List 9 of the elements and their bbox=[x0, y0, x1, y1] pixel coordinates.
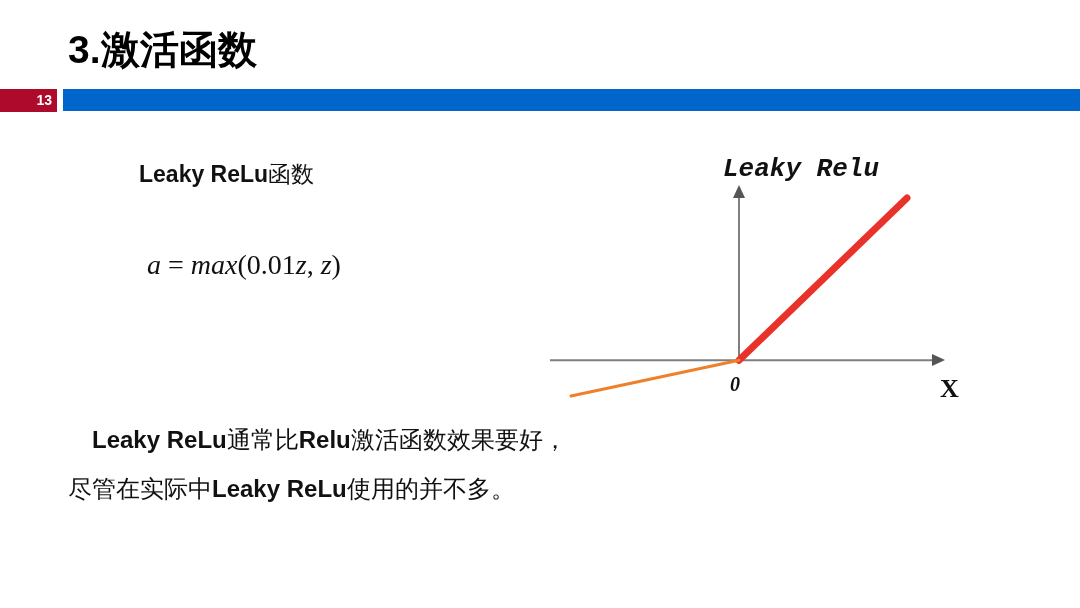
text: 3.激活函数 bbox=[68, 28, 257, 71]
text: Leaky ReLu函数 bbox=[139, 161, 315, 187]
text: a = max(0.01z, z) bbox=[147, 249, 341, 280]
text: 13 bbox=[36, 92, 52, 108]
text: 尽管在实际中Leaky ReLu使用的并不多。 bbox=[68, 475, 515, 502]
y-axis-title: Leaky Relu bbox=[722, 154, 880, 184]
x-axis-title: X bbox=[940, 374, 959, 404]
text: Leaky ReLu通常比Relu激活函数效果要好， bbox=[92, 426, 567, 453]
annotation: 0 bbox=[730, 373, 740, 396]
